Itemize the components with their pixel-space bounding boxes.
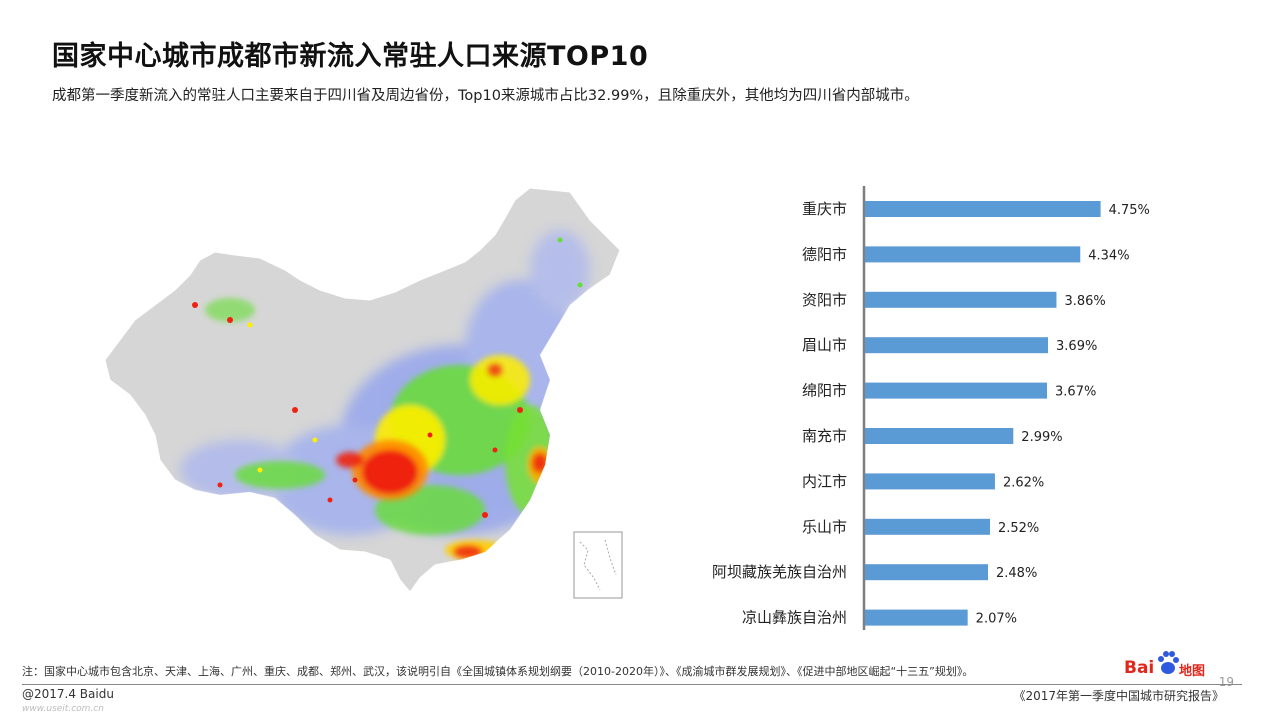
- footer-divider: [22, 684, 1242, 685]
- value-label: 4.75%: [1109, 203, 1150, 218]
- category-label: 绵阳市: [802, 382, 847, 400]
- bar: [865, 564, 989, 581]
- bar: [865, 246, 1081, 263]
- page-subtitle: 成都第一季度新流入的常驻人口主要来自于四川省及周边省份，Top10来源城市占比3…: [52, 88, 919, 104]
- category-label: 乐山市: [802, 518, 847, 536]
- bar: [865, 201, 1101, 217]
- paw-icon: [1158, 651, 1179, 674]
- bar: [865, 382, 1048, 399]
- bar: [865, 518, 990, 535]
- footnote: 注：国家中心城市包含北京、天津、上海、广州、重庆、成都、郑州、武汉，该说明引自《…: [22, 665, 974, 678]
- page-number: 19: [1218, 675, 1234, 689]
- report-title: 《2017年第一季度中国城市研究报告》: [1013, 689, 1224, 703]
- value-label: 4.34%: [1088, 248, 1129, 263]
- bar: [865, 609, 968, 626]
- bar: [865, 337, 1049, 354]
- china-heat-map: [104, 187, 623, 599]
- value-label: 2.62%: [1003, 475, 1044, 490]
- south-china-sea-inset: [573, 531, 623, 599]
- copyright: @2017.4 Baidu: [22, 687, 114, 701]
- logo-text-right: 地图: [1179, 664, 1206, 679]
- baidu-map-logo: Bai 地图: [1124, 648, 1214, 680]
- category-label: 南充市: [802, 427, 847, 445]
- category-label: 眉山市: [802, 336, 847, 354]
- value-label: 2.07%: [976, 612, 1017, 627]
- value-label: 3.86%: [1064, 294, 1105, 309]
- bar: [865, 291, 1057, 308]
- value-label: 3.67%: [1055, 385, 1096, 400]
- category-label: 德阳市: [802, 245, 847, 263]
- logo-text-left: Bai: [1124, 658, 1155, 678]
- bar: [865, 428, 1014, 444]
- category-label: 资阳市: [802, 291, 847, 309]
- value-label: 2.48%: [996, 566, 1037, 581]
- page-title: 国家中心城市成都市新流入常驻人口来源TOP10: [52, 41, 649, 72]
- category-label: 重庆市: [802, 200, 847, 218]
- value-label: 2.99%: [1021, 430, 1062, 445]
- category-label: 凉山彝族自治州: [742, 609, 847, 627]
- value-label: 2.52%: [998, 521, 1039, 536]
- watermark: www.useit.com.cn: [22, 704, 104, 714]
- value-label: 3.69%: [1056, 339, 1097, 354]
- bar: [865, 473, 995, 490]
- category-label: 内江市: [802, 472, 847, 490]
- top10-source-bar-chart: 重庆市 4.75% 德阳市 4.34% 资阳市 3.86% 眉山市 3.69% 绵阳市 3.67%…: [712, 186, 1150, 630]
- category-label: 阿坝藏族羌族自治州: [712, 563, 847, 581]
